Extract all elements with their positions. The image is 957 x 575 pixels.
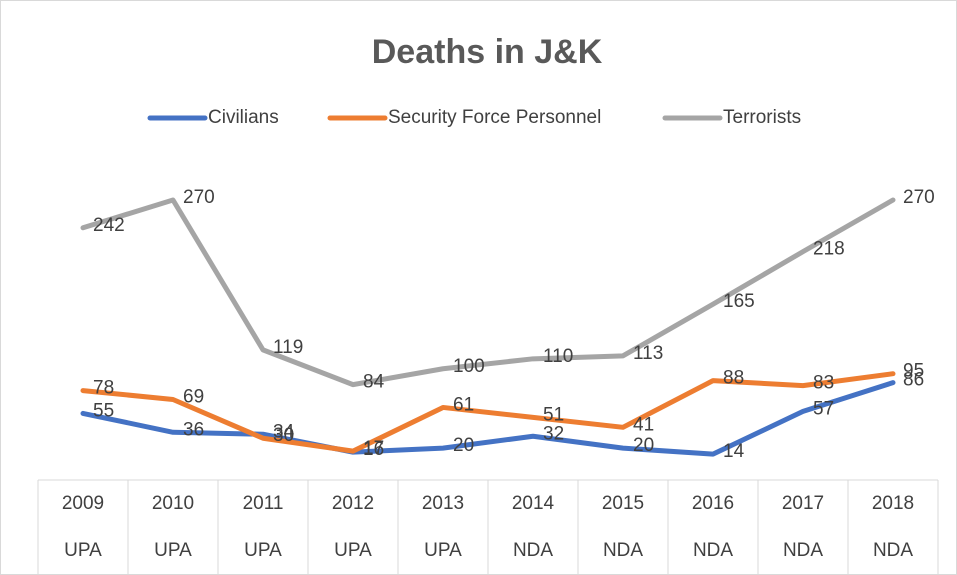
data-label: 165 <box>723 291 755 312</box>
x-group-label: UPA <box>424 540 462 561</box>
data-label: 110 <box>543 346 573 367</box>
data-label: 41 <box>633 414 654 435</box>
x-group-label: NDA <box>783 540 823 561</box>
x-group-label: NDA <box>693 540 733 561</box>
data-label: 84 <box>363 372 385 393</box>
x-tick-label: 2014 <box>512 493 555 514</box>
data-label: 270 <box>183 187 215 208</box>
x-group-label: UPA <box>334 540 372 561</box>
x-tick-label: 2013 <box>422 493 464 514</box>
data-label: 113 <box>633 343 663 364</box>
data-label: 17 <box>363 438 384 459</box>
data-label: 61 <box>453 394 474 415</box>
data-label: 119 <box>273 337 303 358</box>
series-line <box>80 380 896 457</box>
data-label: 34 <box>273 421 295 442</box>
legend-label: Terrorists <box>723 107 801 128</box>
x-tick-label: 2015 <box>602 493 644 514</box>
x-tick-label: 2018 <box>872 493 914 514</box>
x-tick-label: 2012 <box>332 493 374 514</box>
data-label: 95 <box>903 361 924 382</box>
data-label: 242 <box>93 215 125 236</box>
x-tick-label: 2017 <box>782 493 824 514</box>
legend-label: Civilians <box>208 107 279 128</box>
data-label: 14 <box>723 441 745 462</box>
data-label: 88 <box>723 368 744 389</box>
data-label: 16 <box>363 439 384 460</box>
data-label: 86 <box>903 370 924 391</box>
data-label: 55 <box>93 400 114 421</box>
data-label: 69 <box>183 387 204 408</box>
data-label: 78 <box>93 378 114 399</box>
data-label: 83 <box>813 373 834 394</box>
series-line <box>80 197 896 388</box>
x-group-label: NDA <box>513 540 553 561</box>
x-group-label: NDA <box>873 540 913 561</box>
data-label: 51 <box>543 404 564 425</box>
x-group-label: UPA <box>244 540 282 561</box>
data-label: 57 <box>813 398 834 419</box>
data-label: 270 <box>903 187 935 208</box>
data-label: 36 <box>183 419 204 440</box>
x-tick-label: 2011 <box>243 493 284 514</box>
chart-title: Deaths in J&K <box>372 33 603 71</box>
x-tick-label: 2016 <box>692 493 734 514</box>
data-label: 218 <box>813 239 845 260</box>
x-group-label: UPA <box>64 540 102 561</box>
data-label: 20 <box>633 435 654 456</box>
series-line <box>80 371 896 454</box>
x-tick-label: 2010 <box>152 493 194 514</box>
x-group-label: NDA <box>603 540 643 561</box>
x-group-label: UPA <box>154 540 192 561</box>
data-label: 30 <box>273 425 294 446</box>
data-label: 20 <box>453 435 474 456</box>
legend-label: Security Force Personnel <box>388 107 601 128</box>
data-label: 32 <box>543 423 564 444</box>
x-tick-label: 2009 <box>62 493 104 514</box>
data-label: 100 <box>453 356 485 377</box>
